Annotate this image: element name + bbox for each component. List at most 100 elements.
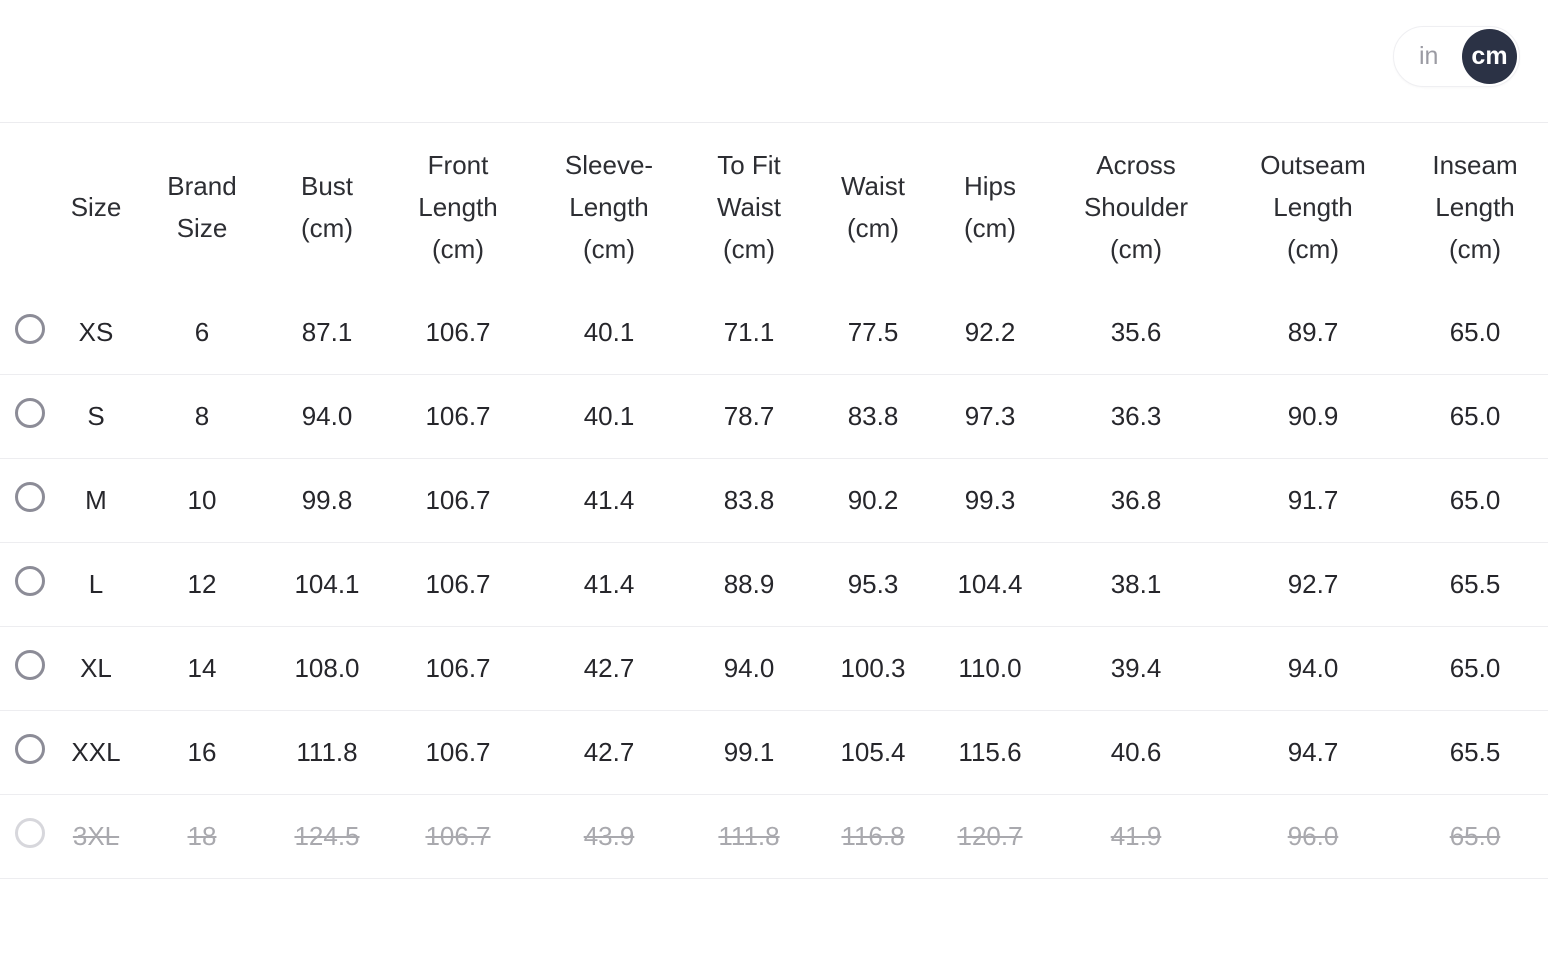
size-radio-3xl <box>15 818 45 848</box>
size-radio-m[interactable] <box>15 482 45 512</box>
column-header-bust: Bust (cm) <box>300 170 354 243</box>
cell-brand-size: 6 <box>132 290 272 375</box>
cell-to-fit-waist: 99.1 <box>684 710 814 795</box>
table-row-xxl[interactable]: XXL 16 111.8 106.7 42.7 99.1 105.4 115.6… <box>0 710 1548 795</box>
cell-outseam-length: 94.7 <box>1224 710 1402 795</box>
cell-hips: 104.4 <box>932 542 1048 627</box>
cell-inseam-length: 65.0 <box>1402 626 1548 711</box>
table-row-xs[interactable]: XS 6 87.1 106.7 40.1 71.1 77.5 92.2 35.6… <box>0 290 1548 375</box>
size-chart-table: Size Brand Size Bust (cm) Front Length (… <box>0 122 1548 879</box>
cell-front-length: 106.7 <box>382 542 534 627</box>
column-header-size: Size <box>70 191 122 222</box>
cell-bust: 124.5 <box>272 794 382 879</box>
column-header-hips: Hips (cm) <box>963 170 1016 243</box>
cell-waist: 83.8 <box>814 374 932 459</box>
cell-across-shoulder: 36.8 <box>1048 458 1224 543</box>
cell-size: XS <box>60 290 132 375</box>
table-row-m[interactable]: M 10 99.8 106.7 41.4 83.8 90.2 99.3 36.8… <box>0 458 1548 543</box>
cell-brand-size: 18 <box>132 794 272 879</box>
cell-bust: 87.1 <box>272 290 382 375</box>
cell-bust: 108.0 <box>272 626 382 711</box>
radio-cell <box>0 290 60 375</box>
size-radio-s[interactable] <box>15 398 45 428</box>
cell-size: S <box>60 374 132 459</box>
cell-waist: 105.4 <box>814 710 932 795</box>
cell-waist: 77.5 <box>814 290 932 375</box>
cell-front-length: 106.7 <box>382 458 534 543</box>
cell-bust: 99.8 <box>272 458 382 543</box>
cell-hips: 97.3 <box>932 374 1048 459</box>
column-header-sleeve-length: Sleeve- Length (cm) <box>564 149 654 264</box>
cell-hips: 110.0 <box>932 626 1048 711</box>
radio-cell <box>0 794 60 879</box>
cell-waist: 116.8 <box>814 794 932 879</box>
cell-outseam-length: 94.0 <box>1224 626 1402 711</box>
size-radio-xl[interactable] <box>15 650 45 680</box>
unit-option-in[interactable]: in <box>1419 42 1439 70</box>
cell-front-length: 106.7 <box>382 290 534 375</box>
cell-outseam-length: 92.7 <box>1224 542 1402 627</box>
cell-outseam-length: 91.7 <box>1224 458 1402 543</box>
radio-cell <box>0 542 60 627</box>
unit-toggle[interactable]: in cm <box>1393 26 1520 87</box>
cell-hips: 120.7 <box>932 794 1048 879</box>
table-row-l[interactable]: L 12 104.1 106.7 41.4 88.9 95.3 104.4 38… <box>0 542 1548 627</box>
cell-across-shoulder: 39.4 <box>1048 626 1224 711</box>
cell-front-length: 106.7 <box>382 374 534 459</box>
radio-cell <box>0 626 60 711</box>
column-header-outseam-length: Outseam Length (cm) <box>1260 149 1366 264</box>
cell-across-shoulder: 36.3 <box>1048 374 1224 459</box>
cell-brand-size: 14 <box>132 626 272 711</box>
cell-to-fit-waist: 78.7 <box>684 374 814 459</box>
cell-inseam-length: 65.0 <box>1402 374 1548 459</box>
cell-to-fit-waist: 111.8 <box>684 794 814 879</box>
cell-waist: 100.3 <box>814 626 932 711</box>
cell-size: 3XL <box>60 794 132 879</box>
cell-brand-size: 10 <box>132 458 272 543</box>
size-radio-xs[interactable] <box>15 313 45 344</box>
cell-inseam-length: 65.5 <box>1402 710 1548 795</box>
radio-cell <box>0 458 60 543</box>
cell-sleeve-length: 41.4 <box>534 542 684 627</box>
cell-size: XL <box>60 626 132 711</box>
cell-hips: 92.2 <box>932 290 1048 375</box>
cell-inseam-length: 65.5 <box>1402 542 1548 627</box>
size-radio-xxl[interactable] <box>15 734 45 764</box>
cell-across-shoulder: 38.1 <box>1048 542 1224 627</box>
table-row-3xl: 3XL 18 124.5 106.7 43.9 111.8 116.8 120.… <box>0 794 1548 879</box>
column-header-to-fit-waist: To Fit Waist (cm) <box>716 149 782 264</box>
cell-front-length: 106.7 <box>382 794 534 879</box>
cell-sleeve-length: 40.1 <box>534 290 684 375</box>
cell-inseam-length: 65.0 <box>1402 794 1548 879</box>
cell-hips: 115.6 <box>932 710 1048 795</box>
cell-bust: 111.8 <box>272 710 382 795</box>
cell-size: L <box>60 542 132 627</box>
cell-sleeve-length: 42.7 <box>534 710 684 795</box>
cell-sleeve-length: 40.1 <box>534 374 684 459</box>
cell-sleeve-length: 42.7 <box>534 626 684 711</box>
cell-outseam-length: 90.9 <box>1224 374 1402 459</box>
cell-across-shoulder: 41.9 <box>1048 794 1224 879</box>
size-chart-body: XS 6 87.1 106.7 40.1 71.1 77.5 92.2 35.6… <box>0 290 1548 879</box>
cell-front-length: 106.7 <box>382 710 534 795</box>
toolbar: in cm <box>0 0 1548 122</box>
cell-brand-size: 16 <box>132 710 272 795</box>
column-header-front-length: Front Length (cm) <box>418 149 498 264</box>
column-header-waist: Waist (cm) <box>840 170 906 243</box>
cell-across-shoulder: 35.6 <box>1048 290 1224 375</box>
cell-inseam-length: 65.0 <box>1402 290 1548 375</box>
size-radio-l[interactable] <box>15 566 45 596</box>
cell-sleeve-length: 43.9 <box>534 794 684 879</box>
column-header-across-shoulder: Across Shoulder (cm) <box>1083 149 1189 264</box>
table-row-xl[interactable]: XL 14 108.0 106.7 42.7 94.0 100.3 110.0 … <box>0 626 1548 711</box>
column-header-inseam-length: Inseam Length (cm) <box>1432 149 1518 264</box>
table-row-s[interactable]: S 8 94.0 106.7 40.1 78.7 83.8 97.3 36.3 … <box>0 374 1548 459</box>
cell-bust: 104.1 <box>272 542 382 627</box>
radio-cell <box>0 710 60 795</box>
unit-option-cm[interactable]: cm <box>1462 29 1517 84</box>
cell-to-fit-waist: 94.0 <box>684 626 814 711</box>
cell-waist: 95.3 <box>814 542 932 627</box>
cell-to-fit-waist: 83.8 <box>684 458 814 543</box>
cell-outseam-length: 89.7 <box>1224 290 1402 375</box>
cell-brand-size: 8 <box>132 374 272 459</box>
